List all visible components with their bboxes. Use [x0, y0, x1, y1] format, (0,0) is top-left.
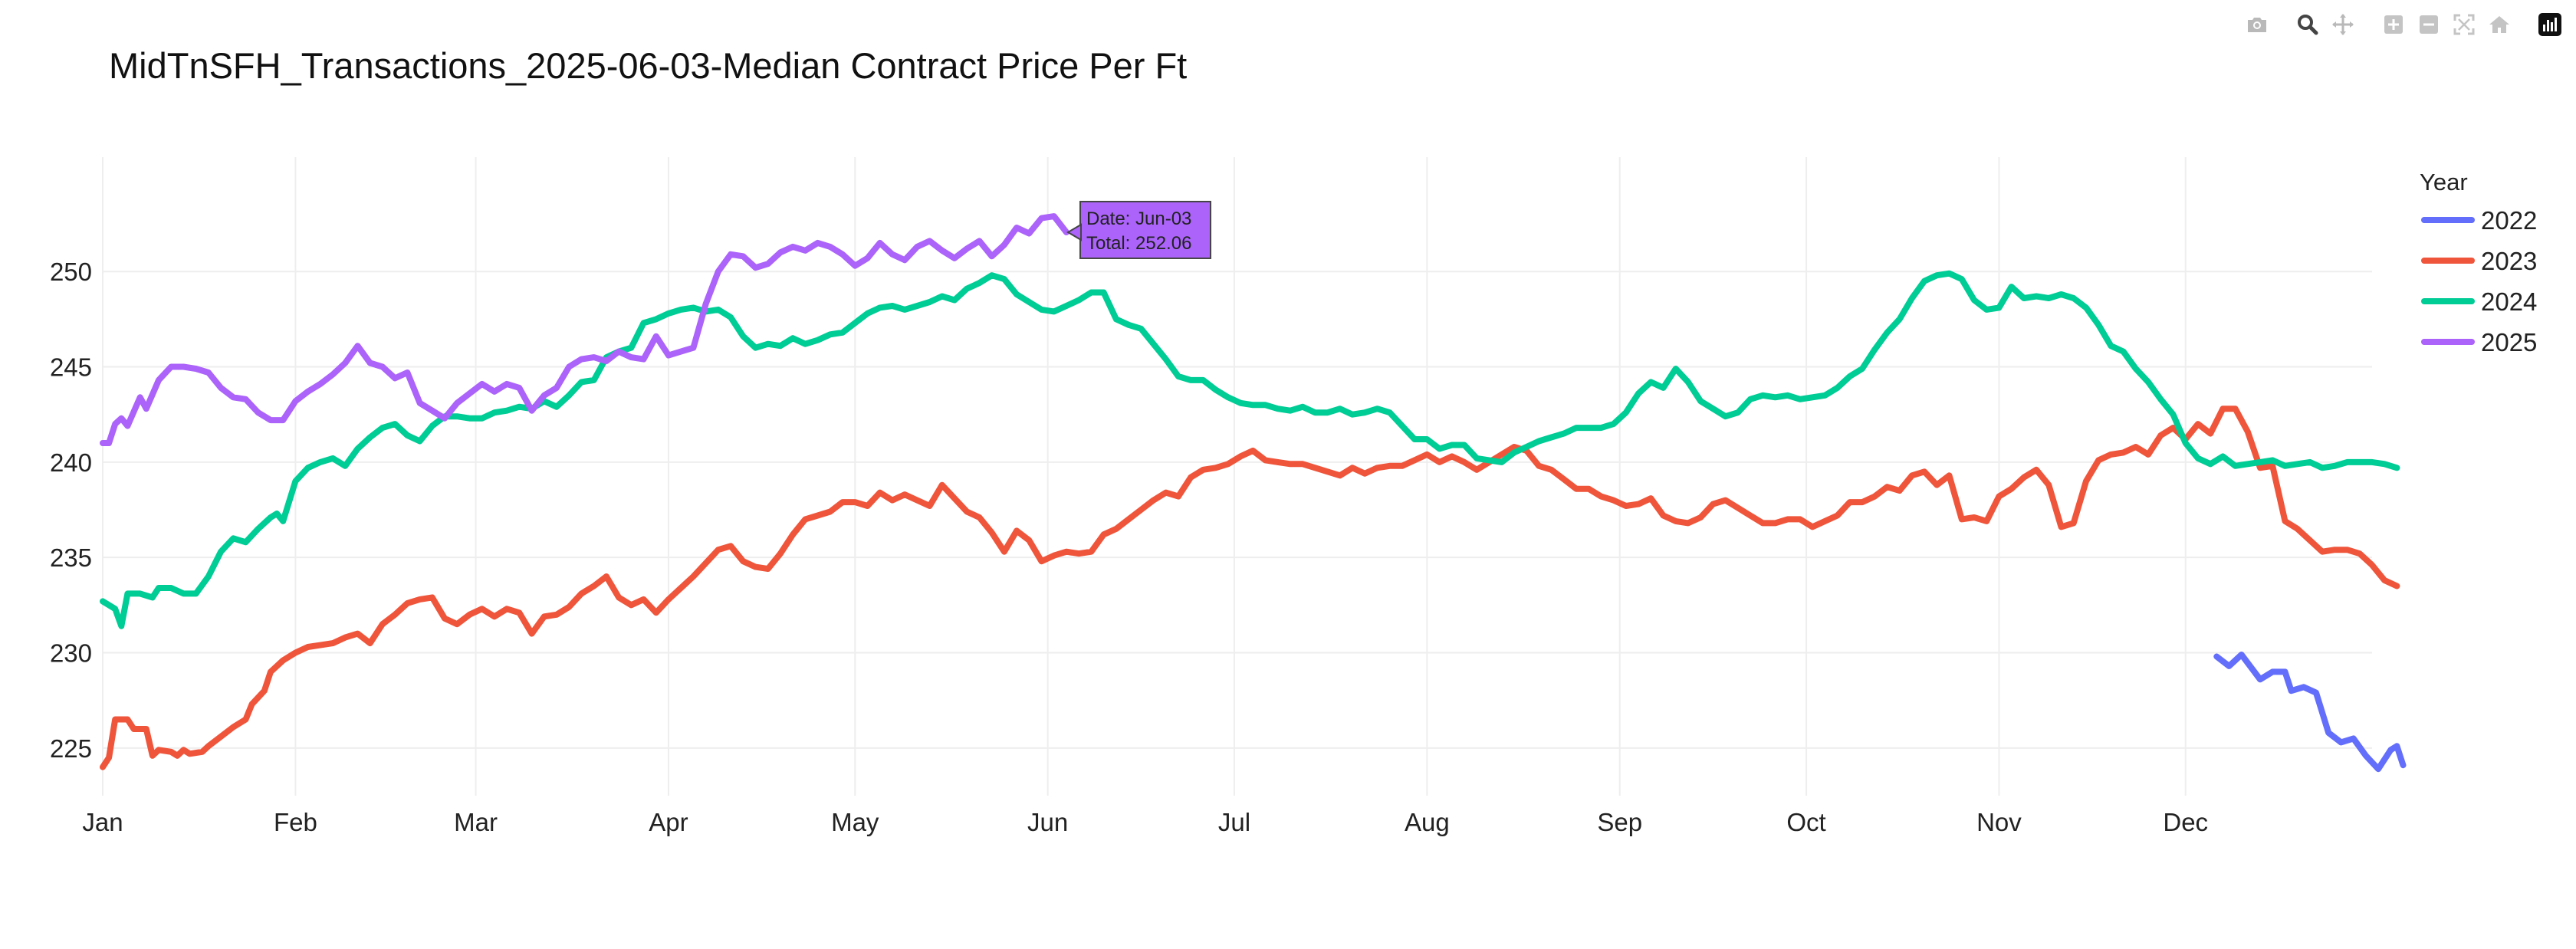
plotly-logo-icon[interactable] — [2533, 9, 2567, 40]
legend-label-2022[interactable]: 2022 — [2481, 206, 2537, 235]
x-tick-jun: Jun — [1027, 808, 1068, 836]
tooltip-pointer — [1066, 223, 1082, 241]
x-tick-sep: Sep — [1597, 808, 1642, 836]
legend-label-2025[interactable]: 2025 — [2481, 328, 2537, 356]
tooltip-total: Total: 252.06 — [1086, 233, 1191, 254]
zoom-out-icon[interactable] — [2412, 9, 2446, 40]
x-tick-feb: Feb — [274, 808, 317, 836]
y-axis: 225 230 235 240 245 250 — [50, 258, 92, 763]
y-tick-230: 230 — [50, 639, 92, 668]
camera-icon[interactable] — [2240, 9, 2274, 40]
y-tick-225: 225 — [50, 734, 92, 763]
tooltip-box — [1079, 200, 1211, 259]
legend-title: Year — [2420, 169, 2468, 195]
y-tick-235: 235 — [50, 543, 92, 572]
home-icon[interactable] — [2482, 9, 2516, 40]
tooltip-date: Date: Jun-03 — [1086, 209, 1191, 229]
x-axis: Jan Feb Mar Apr May Jun Jul Aug Sep Oct Nov Dec — [82, 808, 2208, 836]
x-gridlines — [102, 157, 2187, 796]
x-tick-nov: Nov — [1976, 808, 2022, 836]
legend-label-2023[interactable]: 2023 — [2481, 247, 2537, 275]
x-tick-aug: Aug — [1405, 808, 1450, 836]
x-tick-oct: Oct — [1786, 808, 1825, 836]
legend: Year 2022 2023 2024 2025 — [2420, 169, 2537, 356]
chart-title: MidTnSFH_Transactions_2025-06-03-Median … — [109, 45, 1188, 86]
autoscale-icon[interactable] — [2447, 9, 2481, 40]
y-tick-245: 245 — [50, 353, 92, 382]
series-line-2024[interactable] — [100, 270, 2400, 629]
series-line-2023[interactable] — [100, 406, 2400, 770]
x-tick-jan: Jan — [82, 808, 123, 836]
pan-icon[interactable] — [2326, 9, 2360, 40]
zoom-icon[interactable] — [2291, 9, 2325, 40]
series-layer — [100, 213, 2407, 773]
y-tick-240: 240 — [50, 448, 92, 477]
x-tick-jul: Jul — [1218, 808, 1250, 836]
modebar — [2240, 9, 2567, 40]
hover-tooltip: Date: Jun-03 Total: 252.06 — [1066, 200, 1211, 259]
y-tick-250: 250 — [50, 258, 92, 286]
x-tick-mar: Mar — [454, 808, 498, 836]
x-tick-dec: Dec — [2163, 808, 2208, 836]
zoom-in-icon[interactable] — [2377, 9, 2410, 40]
legend-label-2024[interactable]: 2024 — [2481, 287, 2537, 316]
y-gridlines — [103, 271, 2372, 749]
series-line-2025[interactable] — [100, 213, 1070, 446]
x-tick-may: May — [831, 808, 879, 836]
series-line-2022[interactable] — [2213, 652, 2407, 773]
x-tick-apr: Apr — [649, 808, 688, 836]
